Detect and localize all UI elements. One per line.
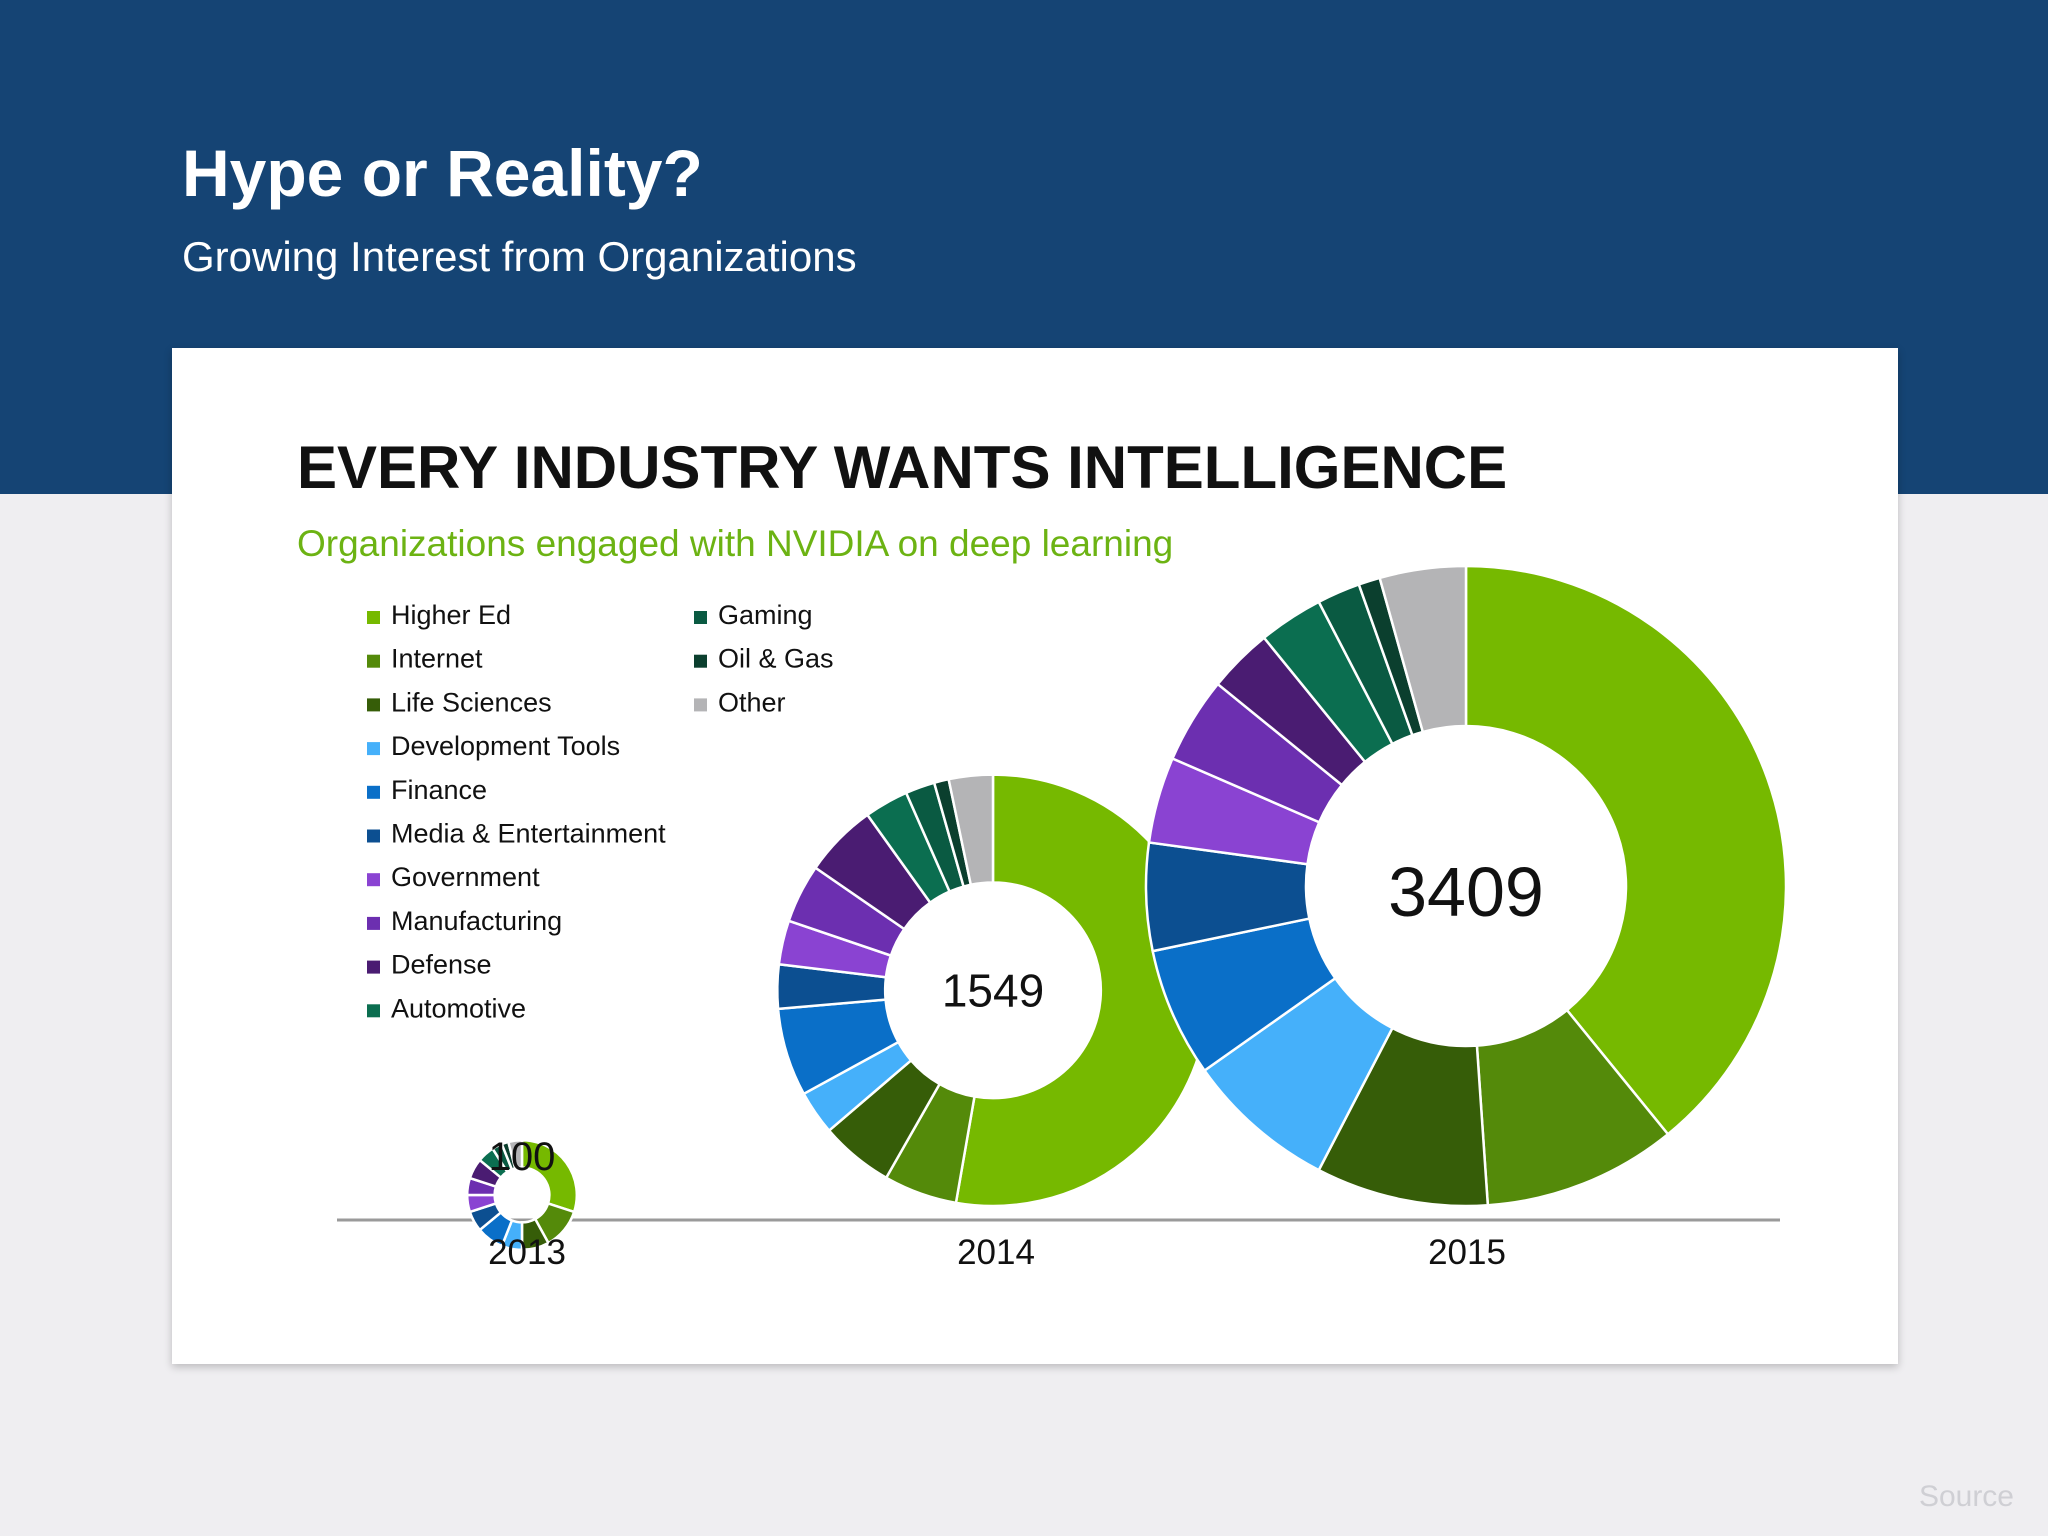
source-link[interactable]: Source bbox=[1918, 1480, 2014, 1513]
legend-item-internet: Internet bbox=[367, 644, 483, 674]
donut-group: 100 2013 1549 2014 3409 2015 bbox=[465, 564, 1788, 1272]
donut-total-2013: 100 bbox=[489, 1135, 556, 1179]
legend-label: Defense bbox=[391, 950, 492, 980]
legend-swatch bbox=[367, 654, 380, 668]
legend-label: Development Tools bbox=[391, 731, 620, 761]
donut-total-2015: 3409 bbox=[1388, 853, 1544, 931]
legend-label: Life Sciences bbox=[391, 687, 552, 717]
legend-swatch bbox=[367, 742, 380, 756]
legend-item-automotive: Automotive bbox=[367, 993, 526, 1023]
year-label-2015: 2015 bbox=[1428, 1233, 1506, 1272]
slice-2013-higher-ed bbox=[520, 1138, 579, 1214]
legend-item-finance: Finance bbox=[367, 775, 487, 805]
year-label-2014: 2014 bbox=[957, 1233, 1035, 1272]
legend-item-higher-ed: Higher Ed bbox=[367, 600, 511, 630]
chart-legend: Higher Ed Internet Life Sciences Developmen… bbox=[367, 600, 834, 1023]
legend-label: Automotive bbox=[391, 993, 526, 1023]
legend-item-manufacturing: Manufacturing bbox=[367, 906, 562, 936]
legend-label: Internet bbox=[391, 644, 483, 674]
donut-2014: 1549 2014 bbox=[776, 773, 1210, 1272]
year-label-2013: 2013 bbox=[488, 1233, 566, 1272]
legend-item-life-sciences: Life Sciences bbox=[367, 687, 552, 717]
legend-item-government: Government bbox=[367, 862, 540, 892]
chart-subtitle: Organizations engaged with NVIDIA on dee… bbox=[297, 523, 1173, 564]
slice-2014-other bbox=[947, 773, 995, 887]
slice-2013-other bbox=[506, 1138, 524, 1170]
legend-label: Government bbox=[391, 862, 540, 892]
legend-swatch bbox=[367, 829, 380, 843]
legend-swatch bbox=[694, 698, 707, 712]
legend-swatch bbox=[367, 960, 380, 974]
legend-label: Higher Ed bbox=[391, 600, 511, 630]
chart-title: EVERY INDUSTRY WANTS INTELLIGENCE bbox=[297, 434, 1507, 501]
slice-2015-higher-ed bbox=[1464, 564, 1788, 1136]
donut-2013: 100 2013 bbox=[465, 1135, 579, 1272]
legend-item-oil-and-gas: Oil & Gas bbox=[694, 644, 834, 674]
legend-item-other: Other bbox=[694, 687, 786, 717]
legend-swatch bbox=[367, 1004, 380, 1018]
slide-title: Hype or Reality? bbox=[182, 136, 703, 210]
legend-label: Oil & Gas bbox=[718, 644, 834, 674]
legend-label: Manufacturing bbox=[391, 906, 562, 936]
legend-item-gaming: Gaming bbox=[694, 600, 813, 630]
donut-total-2014: 1549 bbox=[942, 964, 1044, 1016]
legend-item-media-and-entertainment: Media & Entertainment bbox=[367, 819, 666, 849]
slice-2015-other bbox=[1378, 564, 1468, 734]
slide-subtitle: Growing Interest from Organizations bbox=[182, 233, 857, 280]
legend-swatch bbox=[367, 698, 380, 712]
legend-item-development-tools: Development Tools bbox=[367, 731, 620, 761]
legend-label: Media & Entertainment bbox=[391, 819, 666, 849]
legend-swatch bbox=[367, 916, 380, 930]
legend-label: Gaming bbox=[718, 600, 813, 630]
legend-swatch bbox=[694, 654, 707, 668]
legend-label: Finance bbox=[391, 775, 487, 805]
legend-label: Other bbox=[718, 687, 786, 717]
legend-swatch bbox=[367, 873, 380, 887]
donut-2015: 3409 2015 bbox=[1144, 564, 1788, 1272]
chart-card: EVERY INDUSTRY WANTS INTELLIGENCE Organi… bbox=[172, 348, 1898, 1364]
legend-swatch bbox=[367, 611, 380, 624]
legend-item-defense: Defense bbox=[367, 950, 492, 980]
donut-chart: EVERY INDUSTRY WANTS INTELLIGENCE Organi… bbox=[297, 434, 1788, 1272]
legend-swatch bbox=[694, 611, 707, 624]
legend-swatch bbox=[367, 785, 380, 799]
